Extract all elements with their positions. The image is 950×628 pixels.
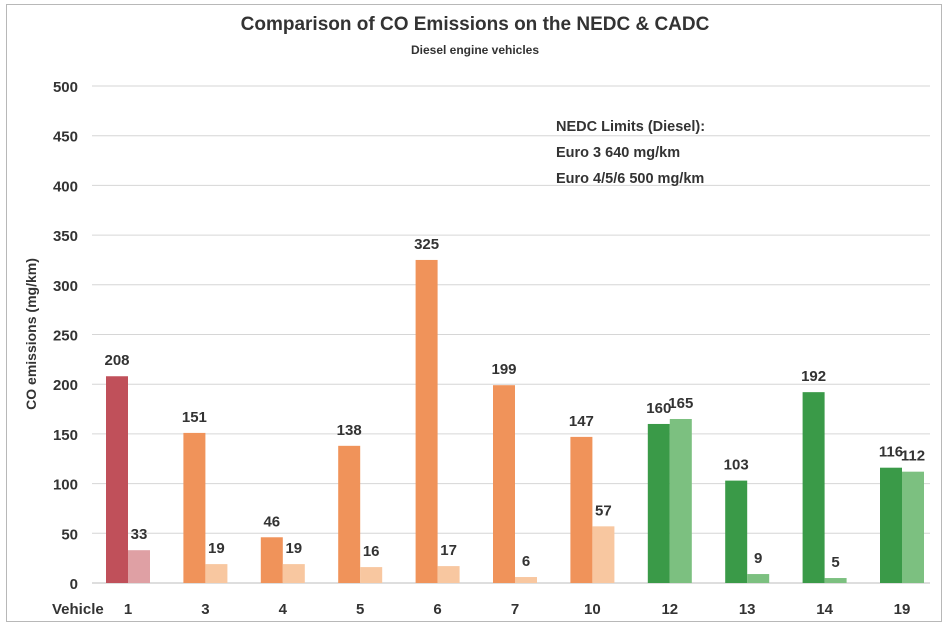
data-label-second: 9 [754,550,762,567]
x-tick-label: 7 [511,601,519,618]
x-tick-label: 3 [201,601,209,618]
y-axis-title: CO emissions (mg/km) [23,258,39,410]
x-tick-label: 14 [816,601,833,618]
data-label-first: 199 [491,361,516,378]
y-tick-label: 450 [53,129,78,146]
y-tick-label: 400 [53,178,78,195]
bar-first-series [647,423,670,583]
data-label-second: 165 [668,395,693,412]
data-label-second: 5 [831,554,839,571]
chart-subtitle: Diesel engine vehicles [410,43,540,57]
bar-first-series [106,376,128,583]
limits-annotation-euro456: Euro 4/5/6 500 mg/km [556,171,705,187]
data-label-second: 16 [363,543,380,560]
bar-second-series [592,526,615,583]
limits-annotation-heading: NEDC Limits (Diesel): [556,119,706,135]
data-label-second: 112 [901,448,925,465]
bar-first-series [725,480,748,583]
chart-title: Comparison of CO Emissions on the NEDC &… [240,14,710,35]
y-tick-label: 150 [53,427,78,444]
data-label-first: 192 [801,368,826,385]
x-tick-label: 5 [356,601,364,618]
x-tick-label: 13 [739,601,756,618]
bar-first-series [493,385,515,583]
bar-first-series [338,445,361,583]
bar-first-series [415,259,438,583]
data-label-first: 325 [414,236,439,253]
bar-first-series [802,392,825,583]
bar-second-series [824,578,847,583]
data-label-first: 138 [337,422,362,439]
bar-second-series [128,550,150,583]
x-tick-label: 10 [584,601,601,618]
bar-second-series [282,564,305,583]
data-label-second: 33 [131,526,148,543]
bar-second-series [747,574,770,583]
y-tick-label: 300 [53,278,78,295]
y-tick-label: 200 [53,377,78,394]
data-label-first: 151 [182,409,207,426]
x-tick-label: 4 [279,601,288,618]
bar-second-series [205,564,228,583]
y-tick-label: 250 [53,328,78,345]
bar-second-series [360,567,383,583]
data-label-second: 19 [285,540,302,557]
bar-second-series [515,577,537,583]
x-tick-label: 12 [661,601,678,618]
data-label-second: 57 [595,502,612,519]
x-tick-label: 1 [124,601,132,618]
data-label-first: 160 [646,400,671,417]
data-label-first: 147 [569,413,594,430]
y-tick-label: 100 [53,477,78,494]
data-label-second: 19 [208,540,225,557]
data-label-first: 46 [263,513,280,530]
y-tick-label: 500 [53,79,78,96]
limits-annotation-euro3: Euro 3 640 mg/km [556,145,681,161]
bar-first-series [880,467,902,583]
bar-second-series [902,471,924,583]
data-label-first: 116 [879,444,903,461]
data-label-first: 208 [104,352,129,369]
x-axis-title: Vehicle [52,601,104,618]
data-label-second: 6 [522,553,530,570]
bar-first-series [260,537,283,583]
y-tick-label: 0 [70,576,78,593]
x-tick-label: 19 [894,601,911,618]
bar-second-series [437,566,460,583]
bar-first-series [570,436,593,583]
y-tick-label: 350 [53,228,78,245]
bar-first-series [183,432,206,583]
data-label-first: 103 [724,457,749,474]
y-tick-label: 50 [61,526,78,543]
data-label-second: 17 [440,542,457,559]
chart-frame [6,4,942,622]
bar-second-series [669,418,692,583]
x-tick-label: 6 [433,601,441,618]
